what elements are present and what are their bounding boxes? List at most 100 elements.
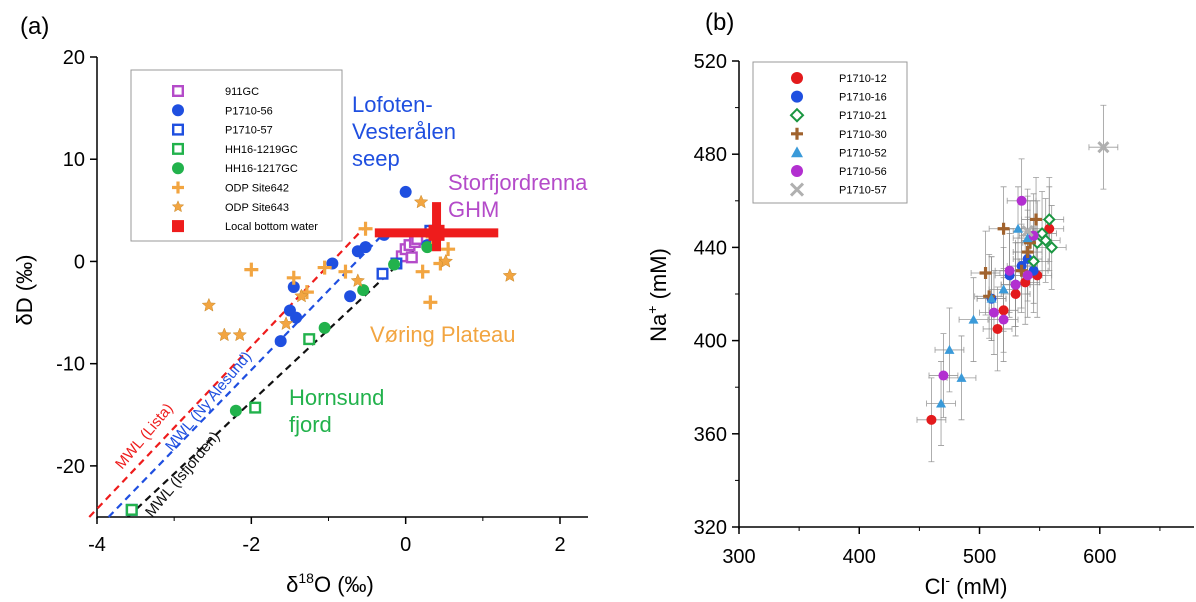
data-point — [376, 267, 389, 280]
y-tick-label: 10 — [63, 149, 85, 171]
panel-a-y-axis-label: δD (‰) — [12, 255, 37, 326]
data-point — [979, 267, 992, 280]
data-point — [1016, 195, 1027, 206]
data-point — [359, 241, 372, 254]
y-tick-label: 440 — [694, 237, 727, 259]
legend-entry-label: P1710-12 — [839, 73, 887, 85]
legend-marker — [172, 181, 184, 194]
panel-a-legend: 911GC P1710-56 P1710-57 HH16-1219GC HH16-121… — [130, 69, 343, 242]
legend-entry-label: ODP Site643 — [225, 202, 289, 214]
data-point — [125, 503, 138, 516]
legend-entry-label: P1710-52 — [839, 147, 887, 159]
legend-marker — [172, 162, 184, 175]
data-point — [1004, 265, 1015, 276]
x-tick-label: -2 — [242, 534, 260, 556]
y-tick-label: 0 — [74, 251, 85, 273]
legend-marker — [171, 123, 184, 136]
data-point — [217, 327, 232, 342]
data-point — [988, 307, 999, 318]
legend-marker — [172, 220, 184, 233]
legend-entry-label: Local bottom water — [225, 221, 318, 233]
legend-entry-label: P1710-56 — [225, 105, 273, 117]
legend-entry-label: 911GC — [225, 86, 259, 98]
data-point — [249, 401, 262, 414]
x-tick-label: 300 — [722, 546, 755, 568]
data-point — [318, 321, 331, 334]
data-point — [986, 293, 997, 303]
panel-b-y-axis-label: Na+ (mM) — [644, 248, 671, 342]
panel-b: (b) 300 400 500 600 320 360 400 440 480 520 P1710… — [644, 9, 1194, 599]
data-point — [358, 221, 373, 236]
legend-marker — [789, 107, 805, 123]
data-point — [1044, 223, 1055, 234]
data-point — [1021, 246, 1034, 259]
y-tick-label: 400 — [694, 331, 727, 353]
data-point — [1097, 141, 1110, 154]
data-point — [438, 253, 454, 268]
data-point — [1045, 240, 1059, 254]
data-point — [441, 242, 456, 257]
panel-b-x-axis-label: Cl- (mM) — [925, 572, 1008, 599]
panel-a-data-points — [125, 185, 518, 516]
data-point — [405, 251, 418, 264]
data-point — [1013, 223, 1024, 233]
data-point — [421, 241, 434, 254]
legend-marker — [791, 127, 803, 140]
data-point — [936, 398, 947, 408]
data-point — [1021, 225, 1034, 238]
data-point — [998, 314, 1009, 325]
mwl-lista-line — [88, 227, 365, 518]
data-point — [244, 262, 259, 277]
data-point — [388, 258, 401, 271]
data-point — [1039, 233, 1053, 247]
data-point — [1027, 254, 1041, 268]
legend-marker — [791, 90, 803, 103]
data-point — [1010, 279, 1021, 290]
data-point — [938, 370, 949, 381]
data-point — [357, 284, 370, 297]
legend-marker — [171, 200, 185, 213]
x-tick-label: 600 — [1083, 546, 1116, 568]
v-ring-plateau-annotation: Vøring Plateau — [370, 322, 516, 347]
data-point — [274, 335, 287, 348]
legend-entry-label: P1710-57 — [225, 125, 273, 137]
mwl-ny-alesund-line — [107, 230, 388, 518]
y-tick-label: 360 — [694, 424, 727, 446]
data-point — [338, 264, 353, 279]
storfjordrenna-annotation: Storfjordrenna GHM — [448, 170, 588, 222]
data-point — [344, 290, 357, 303]
panel-a-label: (a) — [20, 13, 49, 40]
x-tick-label: -4 — [88, 534, 106, 556]
data-point — [317, 260, 332, 275]
data-point — [294, 288, 309, 303]
legend-entry-label: HH16-1217GC — [225, 163, 298, 175]
data-point — [290, 311, 303, 324]
legend-entry-label: P1710-30 — [839, 129, 887, 141]
x-tick-label: 400 — [843, 546, 876, 568]
data-point — [1010, 289, 1021, 299]
data-point — [278, 316, 294, 331]
hornsund-annotation: Hornsund fjord — [289, 385, 384, 437]
legend-entry-label: P1710-21 — [839, 110, 887, 122]
data-point — [413, 194, 429, 209]
panel-b-legend: P1710-12 P1710-16 P1710-21 P1710-30 P1710-52… — [752, 61, 908, 204]
legend-entry-label: HH16-1219GC — [225, 144, 298, 156]
data-point — [286, 270, 301, 285]
data-point — [232, 327, 248, 342]
legend-box — [130, 69, 343, 242]
data-point — [201, 297, 217, 312]
data-point — [287, 281, 300, 293]
data-point — [944, 344, 955, 354]
y-tick-label: 480 — [694, 144, 727, 166]
y-tick-label: 520 — [694, 51, 727, 73]
legend-marker — [171, 84, 184, 97]
data-point — [998, 284, 1009, 294]
panel-b-label: (b) — [705, 9, 734, 36]
data-point — [1030, 213, 1043, 226]
legend-marker — [791, 146, 803, 158]
y-tick-label: -10 — [56, 354, 85, 376]
data-point — [992, 323, 1003, 334]
panel-a-meteoric-water-lines: MWL (Lista)MWL (Ny Alesund)MWL (Isfjorde… — [88, 227, 422, 521]
